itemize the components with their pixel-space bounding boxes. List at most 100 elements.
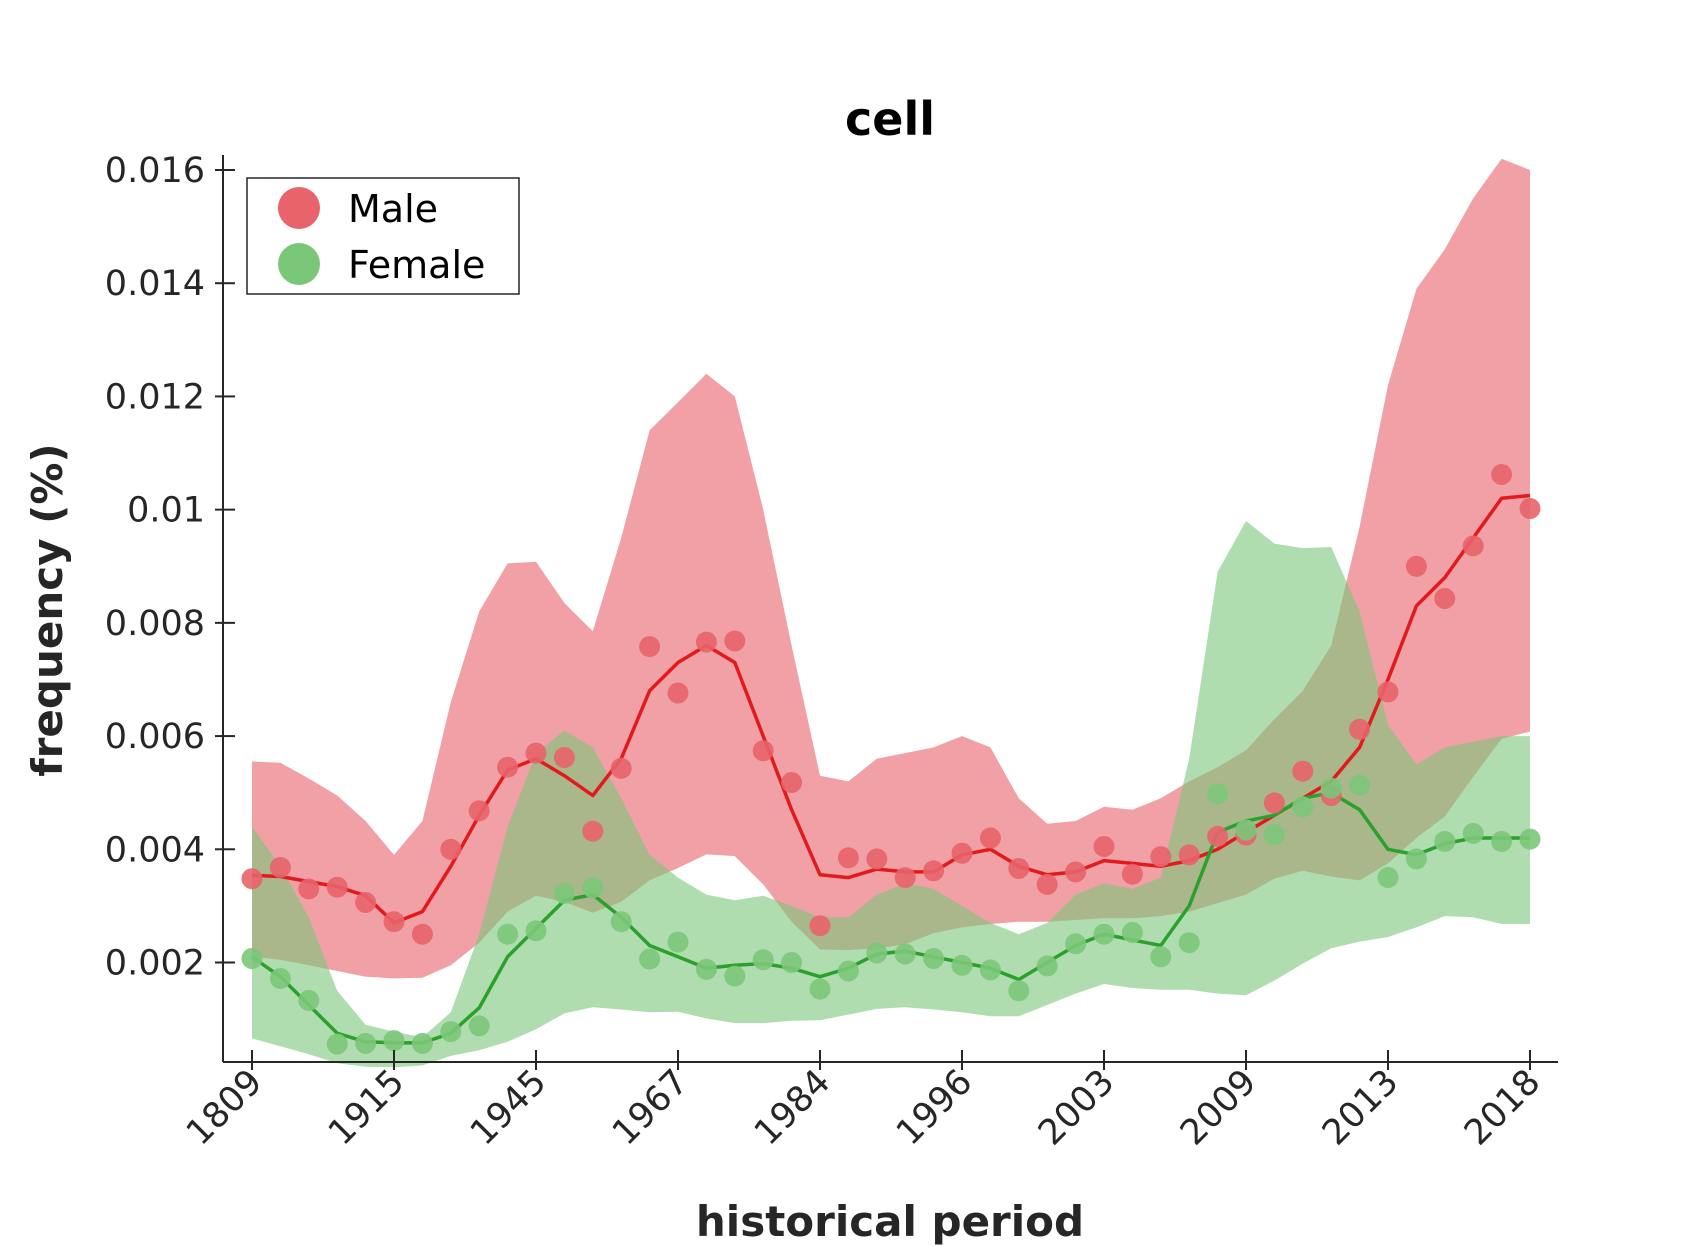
y-axis-title: frequency (%)	[23, 443, 72, 776]
female-point	[298, 989, 320, 1011]
male-point	[1008, 858, 1030, 879]
male-point	[383, 911, 405, 933]
male-point	[440, 838, 462, 860]
male-point	[1207, 825, 1229, 847]
x-ticks: 1809 1915 1945 1967 1984 1996 2003 2009 2013 2018	[179, 1050, 1548, 1153]
male-point	[1434, 588, 1456, 609]
x-tick-label: 1984	[747, 1062, 838, 1153]
trend-lines	[250, 493, 1531, 1045]
female-point	[979, 959, 1001, 981]
female-point	[724, 965, 746, 987]
y-tick-label: 0.014	[105, 264, 205, 304]
female-point	[1150, 946, 1172, 968]
data-points	[241, 464, 1541, 1055]
male-point	[610, 757, 632, 779]
male-point	[241, 868, 263, 890]
male-point	[1292, 760, 1314, 782]
male-point	[298, 878, 320, 900]
male-point	[525, 742, 547, 764]
male-point	[724, 630, 746, 652]
male-point	[582, 820, 604, 842]
y-tick-label: 0.016	[105, 151, 205, 191]
female-point	[497, 923, 519, 945]
legend-label-female: Female	[348, 243, 485, 287]
male-point	[1377, 681, 1399, 703]
female-point	[411, 1032, 433, 1054]
male-point	[468, 800, 490, 822]
female-point	[1292, 796, 1314, 818]
x-tick-label: 1996	[889, 1062, 980, 1153]
male-point	[1491, 464, 1513, 485]
male-point	[951, 842, 973, 864]
female-band	[252, 521, 1530, 1068]
male-point	[553, 747, 575, 769]
male-point	[695, 631, 717, 653]
x-tick-label: 2018	[1457, 1062, 1548, 1153]
female-point	[1462, 822, 1484, 844]
male-point	[1519, 498, 1541, 519]
legend-marker-female	[278, 243, 320, 285]
chart-title: cell	[845, 92, 935, 146]
male-point	[1405, 555, 1427, 577]
female-point	[440, 1021, 462, 1043]
female-point	[667, 931, 689, 953]
female-point	[269, 967, 291, 989]
female-point	[1207, 783, 1229, 805]
female-point	[752, 949, 774, 971]
x-tick-label: 1945	[463, 1062, 554, 1153]
male-point	[1093, 836, 1115, 857]
male-point	[979, 827, 1001, 849]
y-tick-label: 0.008	[105, 604, 205, 644]
male-point	[1036, 873, 1058, 895]
female-point	[553, 882, 575, 904]
female-point	[610, 911, 632, 933]
x-tick-label: 1915	[321, 1062, 412, 1153]
male-point	[752, 740, 774, 762]
female-point	[1121, 922, 1143, 943]
female-point	[383, 1030, 405, 1052]
female-point	[1519, 828, 1541, 850]
male-point	[1065, 861, 1087, 883]
male-point	[781, 772, 803, 793]
female-point	[1093, 923, 1115, 945]
female-point	[326, 1033, 348, 1055]
female-point	[837, 960, 859, 982]
male-point	[837, 847, 859, 869]
confidence-bands	[252, 158, 1530, 1068]
male-point	[497, 756, 519, 778]
female-point	[1008, 980, 1030, 1002]
legend-label-male: Male	[348, 187, 438, 231]
female-point	[1377, 867, 1399, 889]
male-point	[809, 915, 831, 937]
female-point	[1065, 933, 1087, 955]
female-point	[1263, 824, 1285, 846]
male-point	[1121, 863, 1143, 885]
male-point	[866, 848, 888, 870]
y-tick-label: 0.002	[105, 944, 205, 984]
x-tick-label: 2003	[1031, 1062, 1122, 1153]
female-point	[1235, 819, 1257, 841]
x-tick-label: 2009	[1173, 1062, 1264, 1153]
female-point	[1349, 774, 1371, 796]
female-point	[1036, 955, 1058, 977]
female-point	[951, 954, 973, 976]
female-point	[525, 920, 547, 942]
male-trend-line	[251, 493, 1531, 925]
male-point	[1263, 792, 1285, 814]
male-point	[1462, 535, 1484, 557]
female-point	[241, 948, 263, 969]
female-trend-line	[250, 790, 1530, 1045]
male-point	[1349, 718, 1371, 740]
y-ticks: 0.002 0.004 0.006 0.008 0.01 0.012 0.014 0.016	[105, 151, 235, 984]
male-point	[411, 923, 433, 945]
y-tick-label: 0.01	[127, 491, 205, 531]
male-point	[1150, 846, 1172, 868]
female-point	[468, 1015, 490, 1037]
female-point	[781, 952, 803, 973]
axes	[222, 155, 1558, 1063]
male-point	[355, 892, 377, 913]
male-point	[667, 682, 689, 704]
female-point	[1434, 830, 1456, 852]
female-point	[923, 948, 945, 969]
male-point	[269, 856, 291, 878]
